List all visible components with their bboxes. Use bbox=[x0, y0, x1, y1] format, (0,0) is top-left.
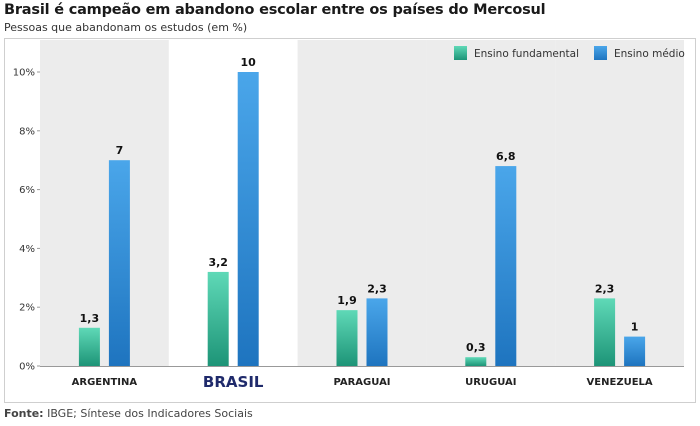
y-tick-label: 4% bbox=[19, 244, 35, 255]
y-tick-label: 10% bbox=[13, 68, 35, 79]
category-band-paraguai bbox=[297, 40, 427, 366]
category-band-venezuela bbox=[555, 40, 684, 366]
x-tick-label-venezuela: VENEZUELA bbox=[587, 377, 653, 388]
y-tick-label: 8% bbox=[19, 126, 35, 137]
bar-ensino-fundamental-argentina bbox=[78, 327, 100, 366]
chart-frame bbox=[4, 38, 696, 403]
data-label-ensino-medio-brasil: 10 bbox=[241, 56, 257, 69]
category-band-uruguai bbox=[426, 40, 556, 366]
x-tick-label-uruguai: URUGUAI bbox=[465, 377, 516, 388]
data-label-ensino-medio-uruguai: 6,8 bbox=[496, 150, 516, 163]
source-note: Fonte: IBGE; Síntese dos Indicadores Soc… bbox=[4, 407, 253, 420]
bar-ensino-fundamental-uruguai bbox=[465, 357, 487, 366]
bar-ensino-fundamental-venezuela bbox=[594, 298, 616, 366]
bar-ensino-medio-argentina bbox=[108, 160, 130, 366]
chart-subtitle: Pessoas que abandonam os estudos (em %) bbox=[4, 21, 248, 34]
legend-swatch-1 bbox=[454, 46, 467, 60]
bar-ensino-medio-brasil bbox=[237, 72, 259, 366]
data-label-ensino-fundamental-venezuela: 2,3 bbox=[595, 282, 615, 295]
bar-ensino-medio-paraguai bbox=[366, 298, 388, 366]
data-label-ensino-fundamental-argentina: 1,3 bbox=[80, 312, 100, 325]
source-label: Fonte: bbox=[4, 407, 44, 420]
chart-title: Brasil é campeão em abandono escolar ent… bbox=[4, 2, 546, 18]
y-tick-label: 2% bbox=[19, 303, 35, 314]
source-text: IBGE; Síntese dos Indicadores Sociais bbox=[47, 407, 253, 420]
legend-label-1: Ensino fundamental bbox=[474, 48, 579, 60]
x-tick-label-argentina: ARGENTINA bbox=[72, 377, 138, 388]
legend-swatch-2 bbox=[594, 46, 607, 60]
data-label-ensino-medio-argentina: 7 bbox=[116, 144, 124, 157]
bar-ensino-fundamental-paraguai bbox=[336, 310, 358, 366]
data-label-ensino-medio-paraguai: 2,3 bbox=[367, 282, 387, 295]
bar-ensino-fundamental-brasil bbox=[207, 271, 229, 366]
y-tick-label: 6% bbox=[19, 185, 35, 196]
bar-ensino-medio-uruguai bbox=[495, 166, 517, 366]
x-tick-label-brasil: BRASIL bbox=[203, 373, 264, 391]
bar-ensino-medio-venezuela bbox=[624, 336, 646, 366]
x-tick-label-paraguai: PARAGUAI bbox=[333, 377, 390, 388]
y-tick-label: 0% bbox=[19, 362, 35, 373]
data-label-ensino-fundamental-uruguai: 0,3 bbox=[466, 341, 486, 354]
category-band-argentina bbox=[40, 40, 169, 366]
data-label-ensino-fundamental-brasil: 3,2 bbox=[208, 256, 228, 269]
legend-label-2: Ensino médio bbox=[614, 48, 685, 60]
data-label-ensino-fundamental-paraguai: 1,9 bbox=[337, 294, 357, 307]
data-label-ensino-medio-venezuela: 1 bbox=[631, 321, 639, 334]
